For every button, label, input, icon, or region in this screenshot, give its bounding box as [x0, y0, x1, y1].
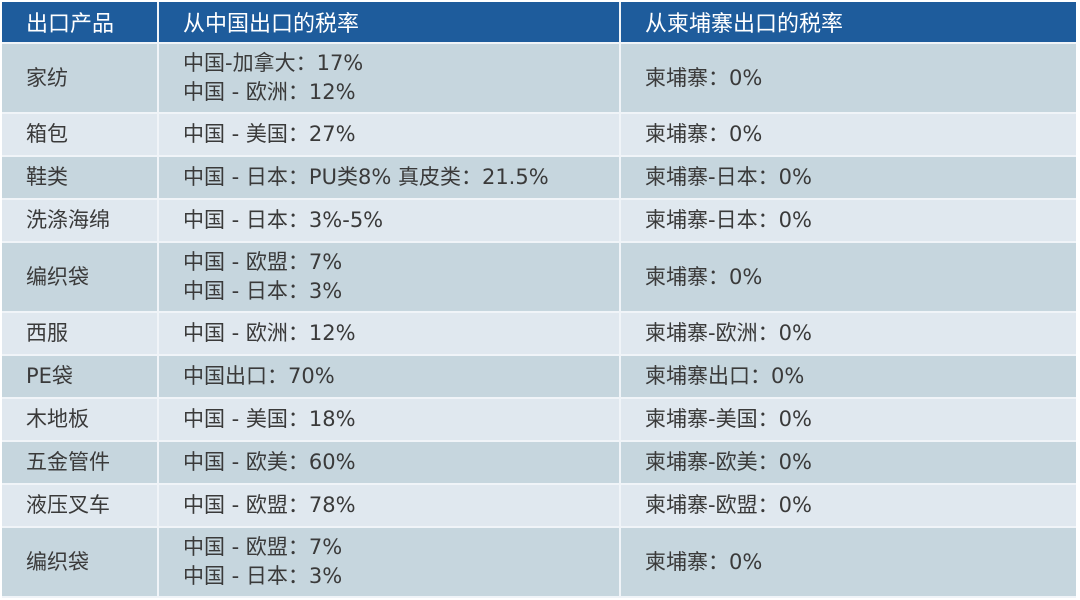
table-row: 五金管件 中国 - 欧美：60% 柬埔寨-欧美：0% [2, 441, 1076, 485]
rate-line: 中国 - 欧美：60% [183, 450, 356, 474]
table-row: 洗涤海绵 中国 - 日本：3%-5% 柬埔寨-日本：0% [2, 199, 1076, 243]
product-cell: 编织袋 [2, 527, 159, 598]
header-china-rate: 从中国出口的税率 [158, 2, 621, 44]
rate-line: 中国 - 日本：3% [183, 279, 343, 303]
product-cell: PE袋 [2, 355, 159, 399]
cambodia-rate-cell: 柬埔寨-日本：0% [620, 199, 1076, 243]
rate-line: 中国出口：70% [183, 364, 335, 388]
china-rate-cell: 中国 - 美国：18% [158, 398, 621, 442]
product-cell: 西服 [2, 312, 159, 356]
china-rate-cell: 中国-加拿大：17% 中国 - 欧洲：12% [158, 43, 621, 114]
product-cell: 箱包 [2, 113, 159, 157]
product-cell: 家纺 [2, 43, 159, 114]
product-cell: 木地板 [2, 398, 159, 442]
cambodia-rate-cell: 柬埔寨出口：0% [620, 355, 1076, 399]
product-cell: 液压叉车 [2, 484, 159, 528]
cambodia-rate-cell: 柬埔寨：0% [620, 43, 1076, 114]
china-rate-cell: 中国 - 欧盟：7% 中国 - 日本：3% [158, 527, 621, 598]
table-row: 家纺 中国-加拿大：17% 中国 - 欧洲：12% 柬埔寨：0% [2, 43, 1076, 114]
rate-line: 中国 - 日本：3% [183, 564, 343, 588]
rate-line: 中国 - 欧盟：78% [183, 493, 356, 517]
header-row: 出口产品 从中国出口的税率 从柬埔寨出口的税率 [2, 2, 1076, 44]
cambodia-rate-cell: 柬埔寨：0% [620, 113, 1076, 157]
rate-line: 中国-加拿大：17% [183, 51, 364, 75]
china-rate-cell: 中国 - 欧盟：78% [158, 484, 621, 528]
china-rate-cell: 中国 - 日本：3%-5% [158, 199, 621, 243]
table-row: 西服 中国 - 欧洲：12% 柬埔寨-欧洲：0% [2, 312, 1076, 356]
cambodia-rate-cell: 柬埔寨-日本：0% [620, 156, 1076, 200]
cambodia-rate-cell: 柬埔寨-欧洲：0% [620, 312, 1076, 356]
table-row: 鞋类 中国 - 日本：PU类8% 真皮类：21.5% 柬埔寨-日本：0% [2, 156, 1076, 200]
rate-line: 中国 - 美国：18% [183, 407, 356, 431]
product-cell: 五金管件 [2, 441, 159, 485]
rate-line: 中国 - 美国：27% [183, 122, 356, 146]
product-cell: 鞋类 [2, 156, 159, 200]
rate-line: 中国 - 欧盟：7% [183, 250, 343, 274]
cambodia-rate-cell: 柬埔寨-欧盟：0% [620, 484, 1076, 528]
table-row: PE袋 中国出口：70% 柬埔寨出口：0% [2, 355, 1076, 399]
table-row: 箱包 中国 - 美国：27% 柬埔寨：0% [2, 113, 1076, 157]
cambodia-rate-cell: 柬埔寨：0% [620, 242, 1076, 313]
table-row: 编织袋 中国 - 欧盟：7% 中国 - 日本：3% 柬埔寨：0% [2, 242, 1076, 313]
header-cambodia-rate: 从柬埔寨出口的税率 [620, 2, 1076, 44]
rate-line: 中国 - 日本：3%-5% [183, 208, 384, 232]
china-rate-cell: 中国 - 欧盟：7% 中国 - 日本：3% [158, 242, 621, 313]
rate-line: 中国 - 日本：PU类8% 真皮类：21.5% [183, 165, 549, 189]
china-rate-cell: 中国 - 欧洲：12% [158, 312, 621, 356]
china-rate-cell: 中国 - 美国：27% [158, 113, 621, 157]
cambodia-rate-cell: 柬埔寨-欧美：0% [620, 441, 1076, 485]
cambodia-rate-cell: 柬埔寨-美国：0% [620, 398, 1076, 442]
header-product: 出口产品 [2, 2, 159, 44]
product-cell: 洗涤海绵 [2, 199, 159, 243]
cambodia-rate-cell: 柬埔寨：0% [620, 527, 1076, 598]
table-row: 编织袋 中国 - 欧盟：7% 中国 - 日本：3% 柬埔寨：0% [2, 527, 1076, 598]
china-rate-cell: 中国 - 日本：PU类8% 真皮类：21.5% [158, 156, 621, 200]
rate-line: 中国 - 欧洲：12% [183, 80, 356, 104]
rate-line: 中国 - 欧盟：7% [183, 535, 343, 559]
rate-line: 中国 - 欧洲：12% [183, 321, 356, 345]
product-cell: 编织袋 [2, 242, 159, 313]
table-row: 液压叉车 中国 - 欧盟：78% 柬埔寨-欧盟：0% [2, 484, 1076, 528]
table-row: 木地板 中国 - 美国：18% 柬埔寨-美国：0% [2, 398, 1076, 442]
china-rate-cell: 中国 - 欧美：60% [158, 441, 621, 485]
china-rate-cell: 中国出口：70% [158, 355, 621, 399]
